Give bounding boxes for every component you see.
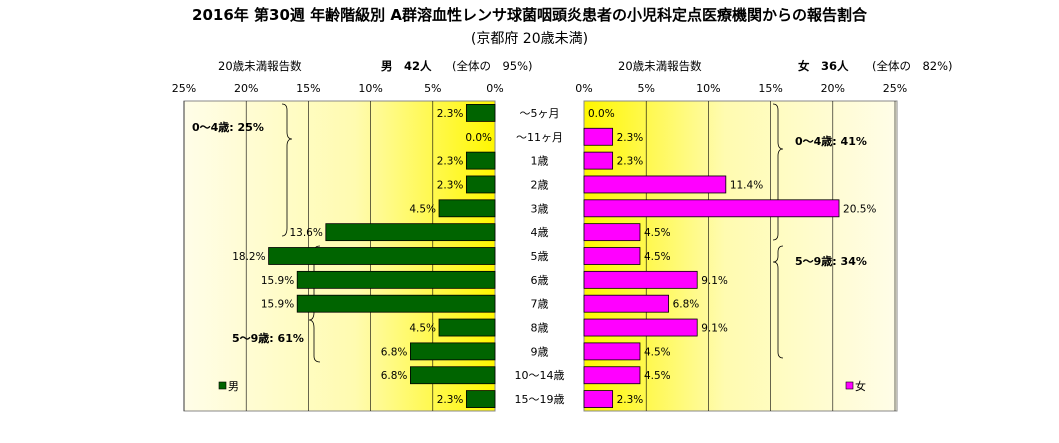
female-value-label: 2.3% [617, 394, 644, 406]
category-label: 15～19歳 [515, 393, 565, 406]
category-label: ～5ヶ月 [520, 107, 560, 120]
male-bar [438, 199, 496, 218]
female-value-label: 6.8% [673, 299, 700, 311]
female-bar [583, 294, 669, 313]
category-label: 9歳 [531, 345, 549, 358]
female-bar [583, 151, 614, 170]
male-5-9-annotation: 5～9歳: 61% [232, 331, 304, 345]
right-tick-label: 5% [637, 82, 654, 95]
male-value-label: 2.3% [437, 179, 464, 191]
female-bar [583, 247, 641, 265]
right-tick-label: 0% [575, 82, 592, 95]
female-value-label: 0.0% [588, 108, 615, 120]
female-value-label: 11.4% [730, 179, 763, 191]
male-value-label: 2.3% [437, 108, 464, 120]
male-bar [465, 175, 496, 194]
female-legend-label: 女 [855, 379, 866, 393]
female-value-label: 4.5% [644, 346, 671, 358]
female-bar [583, 270, 698, 289]
male-value-label: 13.6% [289, 227, 322, 239]
female-5-9-annotation: 5～9歳: 34% [795, 254, 867, 268]
male-value-label: 15.9% [261, 275, 294, 287]
left-tick-label: 0% [486, 82, 503, 95]
left-tick-label: 20% [234, 82, 258, 95]
female-gender-count: 女 36人 [798, 59, 849, 73]
female-bar [583, 366, 641, 385]
male-bar [325, 223, 496, 242]
male-bar [410, 342, 496, 361]
female-value-label: 4.5% [644, 251, 671, 263]
male-bar [296, 270, 496, 289]
category-label: 5歳 [531, 250, 549, 263]
right-tick-label: 10% [696, 82, 720, 95]
left-tick-label: 15% [296, 82, 320, 95]
male-value-label: 15.9% [261, 299, 294, 311]
male-share: (全体の 95%) [452, 59, 533, 73]
female-value-label: 9.1% [701, 275, 728, 287]
male-bar [268, 247, 496, 265]
right-tick-label: 15% [758, 82, 782, 95]
category-label: ～11ヶ月 [516, 131, 563, 144]
right-tick-label: 25% [883, 82, 907, 95]
female-count-label: 20歳未満報告数 [618, 59, 702, 73]
left-tick-label: 5% [424, 82, 441, 95]
male-value-label: 6.8% [381, 370, 408, 382]
chart-title: 2016年 第30週 年齢階級別 A群溶血性レンサ球菌咽頭炎患者の小児科定点医療… [192, 6, 867, 24]
male-value-label: 4.5% [409, 203, 436, 215]
female-value-label: 4.5% [644, 370, 671, 382]
male-value-label: 4.5% [409, 323, 436, 335]
male-gender-count: 男 42人 [381, 59, 432, 73]
male-legend-label: 男 [228, 380, 239, 393]
male-value-label: 0.0% [465, 132, 492, 144]
male-value-label: 6.8% [381, 346, 408, 358]
chart-subtitle: (京都府 20歳未満) [470, 31, 589, 47]
left-tick-label: 10% [358, 82, 382, 95]
left-tick-label: 25% [172, 82, 196, 95]
male-value-label: 2.3% [437, 394, 464, 406]
male-bar [410, 366, 496, 385]
male-bar [438, 318, 496, 337]
female-bar [583, 223, 641, 242]
right-tick-label: 20% [821, 82, 845, 95]
category-label: 7歳 [531, 298, 549, 311]
female-5-9-bracket [772, 245, 784, 359]
male-count-label: 20歳未満報告数 [218, 59, 302, 73]
female-value-label: 9.1% [701, 323, 728, 335]
female-bar [583, 318, 698, 337]
male-value-label: 18.2% [232, 251, 265, 263]
female-value-label: 4.5% [644, 227, 671, 239]
female-bar [583, 127, 614, 146]
category-label: 8歳 [531, 322, 549, 335]
female-value-label: 2.3% [617, 132, 644, 144]
female-0-4-annotation: 0～4歳: 41% [795, 134, 867, 148]
male-legend-swatch [218, 381, 227, 390]
male-0-4-bracket [281, 103, 293, 237]
female-share: (全体の 82%) [872, 59, 953, 73]
male-bar [465, 104, 496, 122]
female-value-label: 2.3% [617, 156, 644, 168]
category-label: 3歳 [531, 202, 549, 215]
female-0-4-bracket [772, 103, 784, 241]
female-bar [583, 175, 727, 194]
category-label: 2歳 [531, 178, 549, 191]
category-label: 1歳 [531, 155, 549, 168]
female-bar [583, 199, 840, 218]
female-bar [583, 390, 614, 408]
male-value-label: 2.3% [437, 156, 464, 168]
male-bar [465, 151, 496, 170]
male-bar [465, 390, 496, 408]
male-bar [296, 294, 496, 313]
female-value-label: 20.5% [843, 203, 876, 215]
category-label: 4歳 [531, 226, 549, 239]
category-label: 6歳 [531, 274, 549, 287]
male-0-4-annotation: 0～4歳: 25% [192, 120, 264, 134]
category-label: 10～14歳 [515, 369, 565, 382]
female-legend-swatch [845, 381, 854, 390]
female-bar [583, 342, 641, 361]
